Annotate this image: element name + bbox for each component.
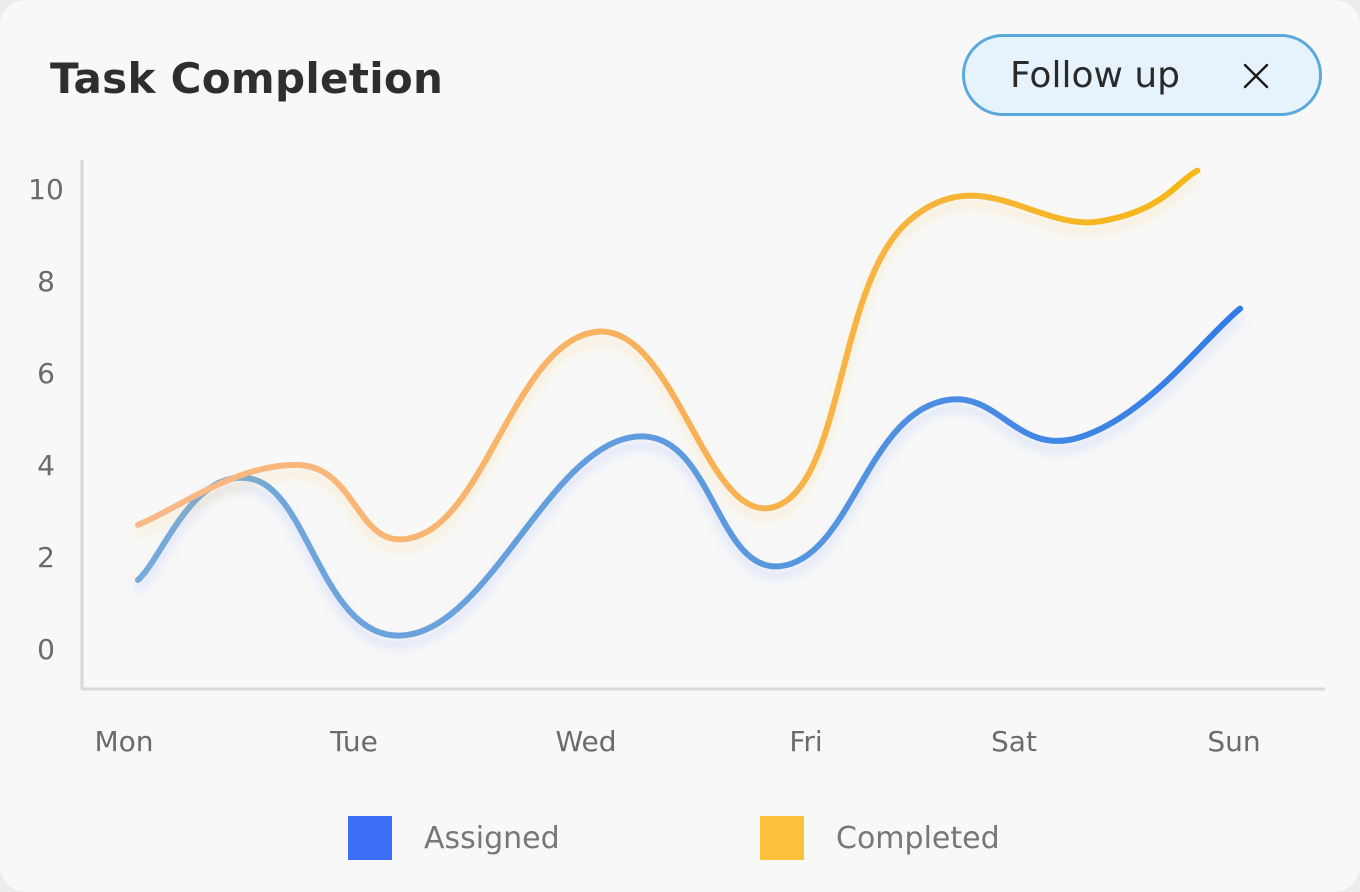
x-axis-ticks: Mon Tue Wed Fri Sat Sun bbox=[94, 725, 1260, 758]
legend-item-completed[interactable]: Completed bbox=[760, 816, 1000, 860]
close-icon[interactable] bbox=[1241, 61, 1271, 91]
x-tick-label: Sat bbox=[991, 725, 1037, 758]
y-tick-label: 0 bbox=[37, 633, 55, 666]
assigned-series-line[interactable] bbox=[135, 305, 1244, 639]
legend-swatch-assigned bbox=[348, 816, 392, 860]
y-tick-label: 4 bbox=[37, 449, 55, 482]
legend-label-completed: Completed bbox=[836, 820, 1000, 856]
series-lines bbox=[135, 167, 1244, 639]
legend-item-assigned[interactable]: Assigned bbox=[348, 816, 560, 860]
y-tick-label: 8 bbox=[37, 265, 55, 298]
x-tick-label: Wed bbox=[555, 725, 616, 758]
legend-swatch-completed bbox=[760, 816, 804, 860]
filter-chip-label: Follow up bbox=[1010, 54, 1181, 96]
follow-up-filter-chip[interactable]: Follow up bbox=[962, 34, 1322, 116]
y-tick-label: 2 bbox=[37, 541, 55, 574]
completed-series-line[interactable] bbox=[135, 167, 1201, 543]
x-tick-label: Tue bbox=[329, 725, 378, 758]
x-tick-label: Mon bbox=[94, 725, 153, 758]
y-tick-label: 10 bbox=[28, 173, 64, 206]
x-tick-label: Fri bbox=[789, 725, 822, 758]
chart-legend: Assigned Completed bbox=[0, 816, 1360, 864]
chart-title: Task Completion bbox=[50, 54, 444, 103]
line-chart: 10 8 6 4 2 0 Mon Tue Wed Fri Sat Sun bbox=[28, 160, 1325, 758]
y-tick-label: 6 bbox=[37, 357, 55, 390]
y-axis-ticks: 10 8 6 4 2 0 bbox=[28, 173, 64, 666]
x-tick-label: Sun bbox=[1207, 725, 1260, 758]
legend-label-assigned: Assigned bbox=[424, 820, 560, 856]
